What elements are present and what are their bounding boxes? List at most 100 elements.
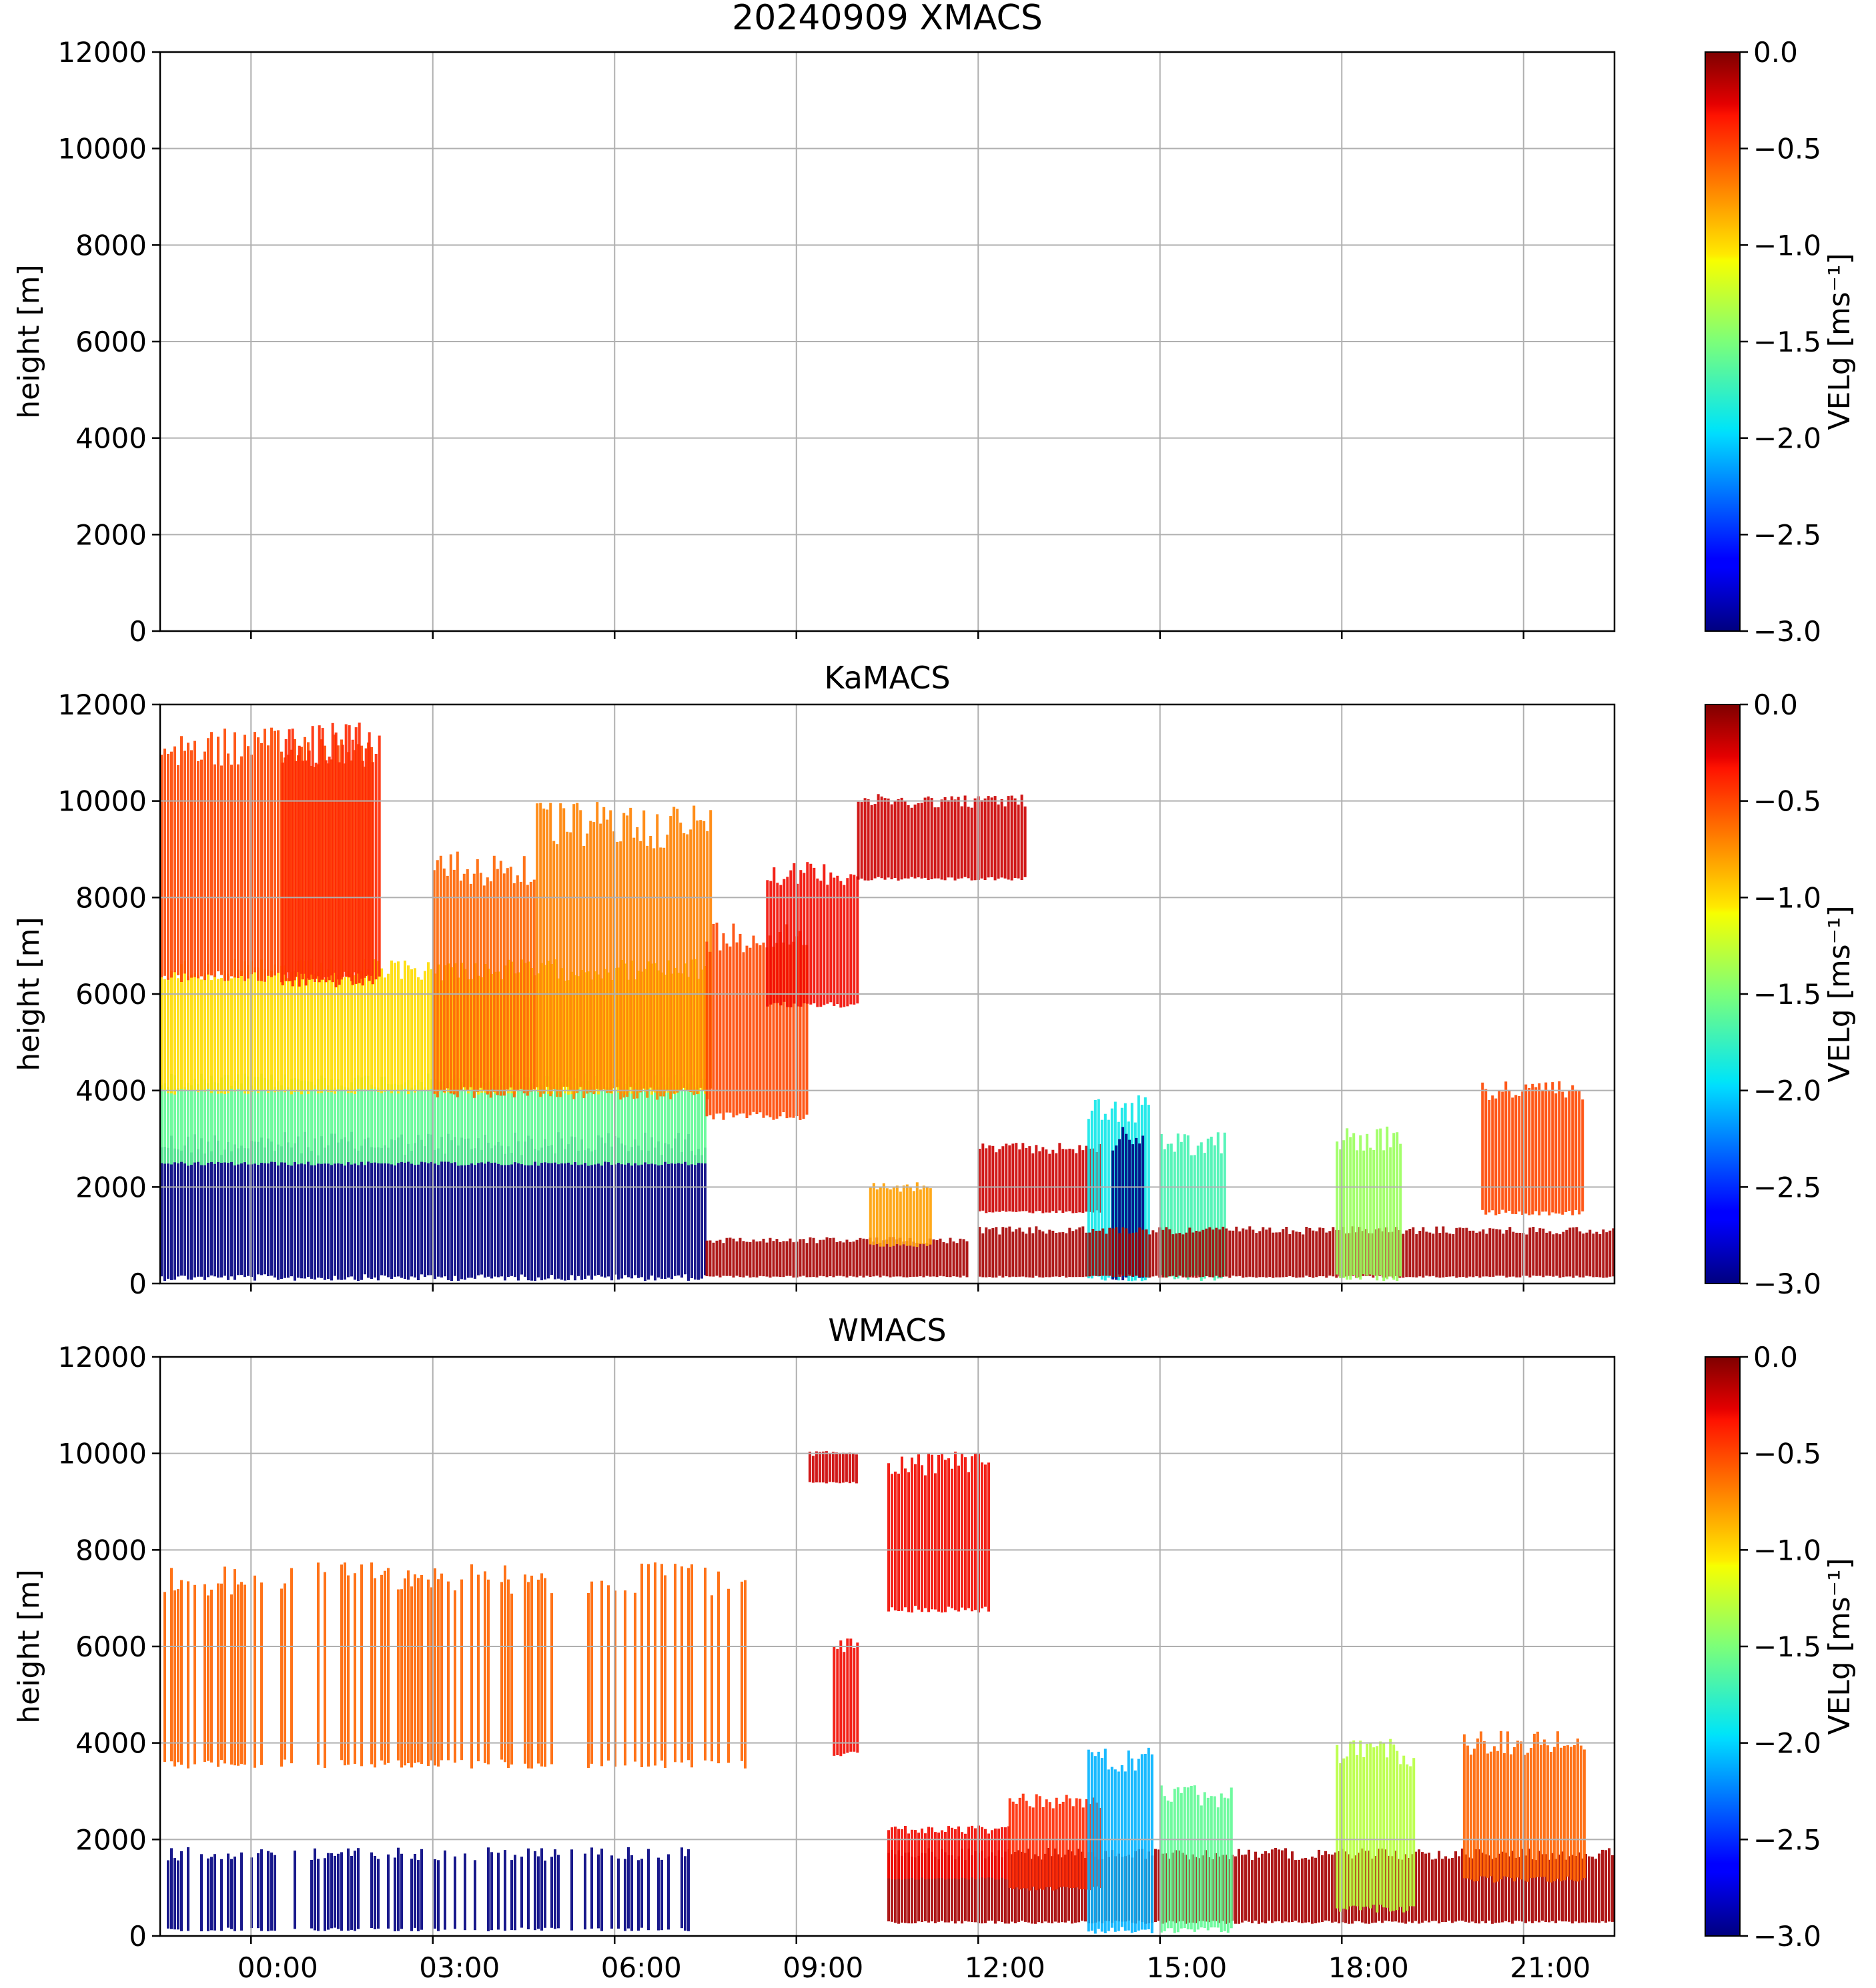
data-stripe-0 <box>664 1143 666 1279</box>
y-tick-label: 0 <box>129 615 147 648</box>
data-stripe-5 <box>1604 1850 1607 1923</box>
data-stripe-8 <box>833 877 836 1006</box>
data-stripe-1 <box>364 1075 366 1165</box>
data-stripe-6 <box>686 834 689 1091</box>
data-stripe-0 <box>680 1151 683 1278</box>
data-stripe-12 <box>1028 1146 1031 1213</box>
data-stripe-12 <box>991 1145 995 1213</box>
data-stripe-3 <box>931 1454 933 1610</box>
data-stripe-6 <box>911 1829 913 1878</box>
data-stripe-0 <box>387 1147 390 1278</box>
data-stripe-0 <box>370 1852 373 1928</box>
data-stripe-0 <box>487 1847 490 1931</box>
data-stripe-1 <box>514 1085 516 1163</box>
data-stripe-16 <box>991 1227 995 1278</box>
data-stripe-5 <box>1348 1854 1350 1924</box>
data-stripe-5 <box>1381 1849 1384 1923</box>
data-stripe-11 <box>1496 1751 1499 1882</box>
data-stripe-5 <box>1564 1859 1567 1922</box>
data-stripe-3 <box>951 1468 953 1608</box>
data-stripe-11 <box>1482 1741 1486 1877</box>
data-stripe-0 <box>210 1857 213 1931</box>
data-stripe-1 <box>590 1087 593 1165</box>
data-stripe-6 <box>632 837 636 1099</box>
data-stripe-10 <box>1392 1745 1396 1911</box>
data-stripe-16 <box>1148 1234 1151 1278</box>
data-stripe-12 <box>1025 1148 1028 1211</box>
x-tick-label: 12:00 <box>965 1951 1045 1984</box>
data-stripe-5 <box>1528 1849 1530 1922</box>
data-stripe-11 <box>885 1188 889 1244</box>
data-stripe-6 <box>652 848 656 1092</box>
data-stripe-0 <box>597 1135 600 1276</box>
data-stripe-10 <box>1406 1764 1409 1911</box>
data-stripe-0 <box>270 1852 273 1931</box>
data-stripe-5 <box>1031 1859 1033 1924</box>
data-stripe-15 <box>1186 1135 1190 1280</box>
data-stripe-7 <box>749 947 752 1115</box>
data-stripe-8 <box>1137 1759 1140 1931</box>
data-stripe-16 <box>1035 1226 1038 1276</box>
data-stripe-10 <box>769 1237 772 1278</box>
data-stripe-2 <box>270 971 273 1090</box>
data-stripe-16 <box>1068 1227 1071 1277</box>
y-tick-label: 0 <box>129 1920 147 1953</box>
data-stripe-6 <box>1001 1827 1003 1878</box>
data-stripe-11 <box>1576 1738 1579 1882</box>
data-stripe-3 <box>264 728 266 982</box>
data-stripe-7 <box>1031 1807 1035 1887</box>
data-stripe-16 <box>1428 1232 1432 1277</box>
data-stripe-1 <box>427 1579 430 1766</box>
x-tick-label: 18:00 <box>1328 1951 1409 1984</box>
data-stripe-16 <box>1225 1228 1228 1277</box>
data-stripe-6 <box>549 803 552 1097</box>
data-stripe-10 <box>949 1237 952 1278</box>
data-stripe-5 <box>479 873 482 1088</box>
data-stripe-4 <box>368 732 371 981</box>
data-stripe-11 <box>1469 1755 1472 1880</box>
data-stripe-16 <box>1141 1229 1145 1277</box>
data-stripe-0 <box>654 1147 656 1281</box>
data-stripe-2 <box>414 968 416 1093</box>
data-stripe-16 <box>1472 1230 1475 1278</box>
data-stripe-10 <box>902 1241 905 1278</box>
data-stripe-0 <box>564 1149 566 1281</box>
data-stripe-9 <box>1210 1796 1213 1928</box>
data-stripe-9 <box>1213 1796 1216 1928</box>
data-stripe-1 <box>527 1077 530 1165</box>
data-stripe-5 <box>917 1855 920 1922</box>
data-stripe-1 <box>624 1590 626 1766</box>
data-stripe-1 <box>420 1082 423 1162</box>
data-stripe-6 <box>997 1829 1000 1880</box>
data-stripe-0 <box>590 1847 593 1929</box>
data-stripe-10 <box>799 1239 802 1277</box>
data-stripe-16 <box>995 1227 998 1278</box>
data-stripe-6 <box>546 809 549 1087</box>
data-stripe-16 <box>1151 1230 1155 1277</box>
data-stripe-8 <box>826 885 829 1004</box>
y-tick-label: 6000 <box>75 326 147 358</box>
data-stripe-2 <box>350 973 353 1093</box>
data-stripe-8 <box>769 881 773 1005</box>
data-stripe-1 <box>374 1087 376 1163</box>
data-stripe-1 <box>384 1076 386 1163</box>
data-stripe-1 <box>294 1077 296 1162</box>
colorbar-ticks-wmacs: 0.0−0.5−1.0−1.5−2.0−2.5−3.0 <box>1740 1341 1821 1953</box>
data-stripe-0 <box>494 1145 496 1277</box>
data-stripe-7 <box>709 951 712 1115</box>
data-stripe-0 <box>500 1145 503 1277</box>
data-stripe-5 <box>1451 1858 1454 1923</box>
data-stripe-2 <box>839 1640 843 1757</box>
data-stripe-18 <box>1528 1087 1531 1215</box>
data-stripe-1 <box>580 1081 583 1165</box>
data-stripe-16 <box>1442 1226 1445 1278</box>
data-stripe-5 <box>442 868 446 1093</box>
data-stripe-0 <box>167 1147 169 1279</box>
data-stripe-1 <box>624 1083 626 1165</box>
data-stripe-3 <box>947 1458 950 1607</box>
data-stripe-5 <box>1421 1852 1424 1923</box>
data-stripe-0 <box>364 1139 366 1275</box>
data-stripe-8 <box>1150 1754 1153 1933</box>
data-stripe-5 <box>1571 1855 1574 1924</box>
